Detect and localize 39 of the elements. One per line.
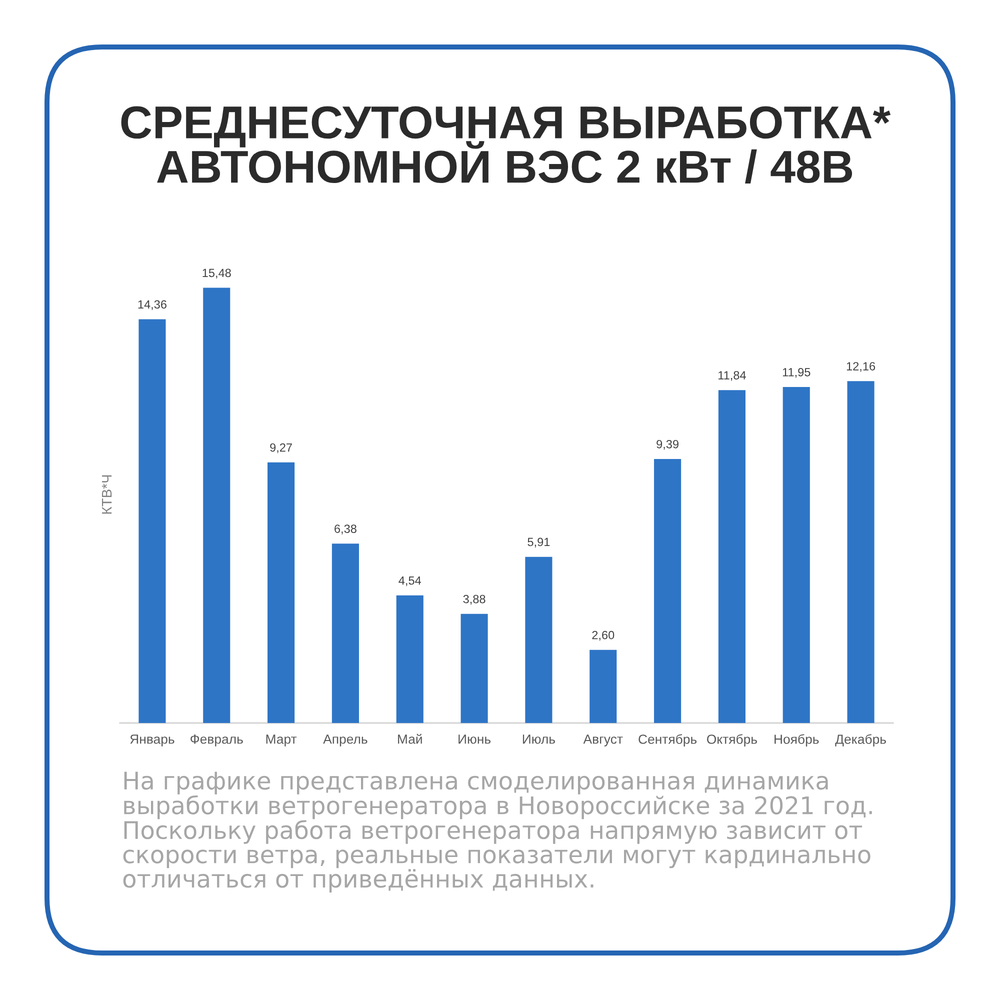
x-tick-label: Март [266, 734, 297, 746]
bar [782, 387, 810, 723]
text: На графике представлена смоделированная динамика выработки ветрогенератора в Новороссийске за 2021 год. Поскольку работа ветрогенератора напрямую зависит от скорости ветра, реальные показатели могут кардинально отличаться от приведённых данных. [123, 772, 872, 892]
chart-title: СРЕДНЕСУТОЧНАЯ ВЫРАБОТКА* АВТОНОМНОЙ ВЭС 2 кВт / 48В [121, 106, 891, 184]
data-label: 14,36 [138, 300, 166, 310]
data-label: 9,39 [656, 440, 678, 450]
x-tick-label: Ноябрь [774, 734, 819, 747]
data-label: 12,16 [846, 362, 876, 372]
data-label: 6,38 [334, 524, 356, 534]
x-tick-label: Декабрь [835, 734, 886, 747]
data-label: 2,60 [592, 630, 614, 641]
data-label: 4,54 [398, 576, 422, 586]
data-label: 9,27 [270, 443, 292, 454]
x-tick-label: Июль [522, 734, 555, 744]
bar [268, 462, 295, 723]
bar [654, 458, 682, 723]
bar [718, 390, 746, 723]
bar [138, 319, 166, 723]
bar [525, 556, 552, 723]
bar [847, 381, 874, 723]
x-tick-label: Январь [130, 734, 174, 746]
data-label: 15,48 [202, 268, 231, 278]
x-tick-label: Июнь [458, 734, 491, 744]
x-tick-label: Октябрь [707, 734, 757, 747]
data-label: 5,91 [528, 538, 550, 548]
data-label: 3,88 [463, 594, 486, 605]
x-tick-label: Май [398, 734, 422, 744]
y-axis-title: КТВ*Ч [102, 475, 112, 514]
x-tick-label: Февраль [190, 734, 243, 746]
data-label: 11,84 [718, 371, 746, 381]
bar [396, 595, 424, 723]
bar [460, 614, 488, 723]
x-tick-label: Апрель [323, 734, 368, 746]
x-tick-label: Сентябрь [638, 734, 697, 747]
bar [332, 544, 359, 723]
data-label: 11,95 [782, 368, 810, 378]
bar [590, 650, 617, 723]
x-tick-label: Август [583, 734, 623, 746]
bar [203, 288, 230, 723]
